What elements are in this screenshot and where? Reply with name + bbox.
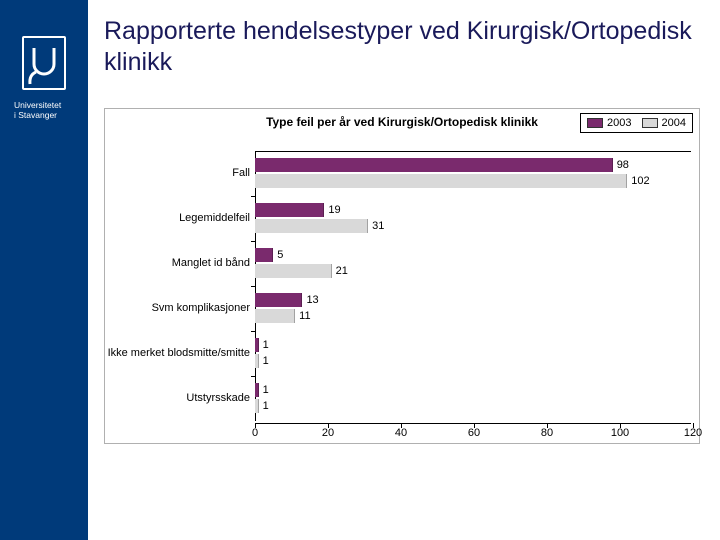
y-axis [255,151,256,421]
legend-item: 2003 [587,117,631,129]
chart-plot: 0 20 40 60 80 100 120 Fall 98102 Legemiddelfeil 19… [105,143,699,443]
legend-item: 2004 [642,117,686,129]
bar-value-2004: 21 [336,265,348,277]
y-tick [251,331,255,332]
y-tick [251,286,255,287]
bar-2004 [255,219,368,233]
bar-2003 [255,293,302,307]
title-area: Rapporterte hendelsestyper ved Kirurgisk… [104,16,696,77]
y-tick [251,376,255,377]
bar-2003 [255,383,259,397]
y-tick [251,196,255,197]
legend-label: 2004 [662,117,686,129]
university-logo [22,36,66,90]
slide-title: Rapporterte hendelsestyper ved Kirurgisk… [104,16,696,77]
x-tick-label: 40 [395,427,407,439]
bar-2004 [255,174,627,188]
slide: Universitetet i Stavanger Rapporterte he… [0,0,720,540]
category-label: Manglet id bånd [105,257,250,269]
y-tick [251,241,255,242]
category-label: Utstyrsskade [105,392,250,404]
x-tick-label: 60 [468,427,480,439]
bar-value-2003: 98 [617,159,629,171]
x-axis [255,423,691,424]
x-tick-label: 80 [541,427,553,439]
university-name: Universitetet i Stavanger [14,100,61,120]
x-tick-label: 0 [252,427,258,439]
legend-swatch [642,118,658,128]
x-tick-label: 20 [322,427,334,439]
bar-2004 [255,264,332,278]
bar-value-2003: 1 [263,384,269,396]
bar-2003 [255,338,259,352]
university-name-line2: i Stavanger [14,110,57,120]
bar-value-2004: 11 [299,310,310,322]
bar-value-2004: 31 [372,220,384,232]
bar-2003 [255,203,324,217]
bar-2004 [255,309,295,323]
bar-2004 [255,354,259,368]
category-label: Ikke merket blodsmitte/smitte [105,347,250,359]
bar-2004 [255,399,259,413]
bar-2003 [255,248,273,262]
legend-swatch [587,118,603,128]
bar-value-2003: 1 [263,339,269,351]
university-name-line1: Universitetet [14,100,61,110]
bar-value-2004: 1 [263,400,269,412]
bar-2003 [255,158,613,172]
category-label: Legemiddelfeil [105,212,250,224]
sidebar: Universitetet i Stavanger [0,0,88,540]
category-label: Fall [105,167,250,179]
plot-top-border [255,151,691,152]
bar-value-2003: 5 [277,249,283,261]
category-label: Svm komplikasjoner [105,302,250,314]
chart-legend: 2003 2004 [580,113,693,133]
x-tick-label: 100 [611,427,629,439]
bar-value-2004: 1 [263,355,269,367]
bar-value-2004: 102 [631,175,649,187]
chart-container: Type feil per år ved Kirurgisk/Ortopedis… [104,108,700,444]
x-tick-label: 120 [684,427,702,439]
bar-value-2003: 13 [306,294,318,306]
bar-value-2003: 19 [328,204,340,216]
legend-label: 2003 [607,117,631,129]
